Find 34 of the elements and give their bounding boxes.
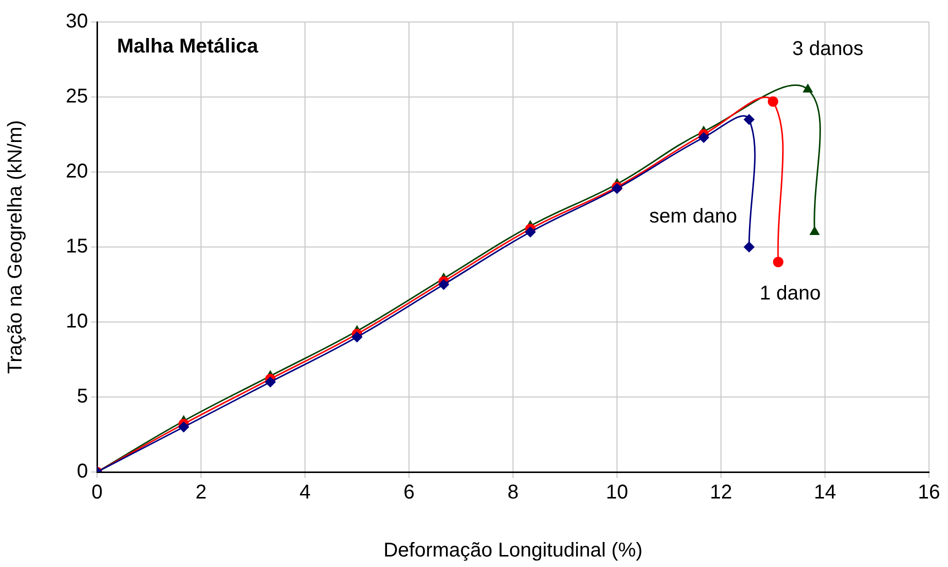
x-tick-label: 8 bbox=[507, 482, 519, 504]
y-tick-label: 20 bbox=[66, 160, 88, 183]
series-label: sem dano bbox=[649, 206, 738, 228]
x-tick-label: 6 bbox=[403, 482, 415, 504]
point bbox=[744, 114, 754, 125]
series-label: 1 dano bbox=[760, 282, 821, 305]
point bbox=[772, 256, 784, 268]
x-tick-label: 10 bbox=[606, 482, 628, 504]
point bbox=[178, 422, 189, 432]
series-label: 3 danos bbox=[792, 38, 864, 60]
point bbox=[525, 226, 536, 238]
y-axis-title: Tração na Geogrelha (kN/m) bbox=[4, 120, 27, 374]
y-tick-label: 5 bbox=[76, 386, 88, 408]
x-tick-label: 16 bbox=[918, 482, 940, 504]
x-tick-label: 4 bbox=[299, 482, 311, 504]
y-tick-label: 25 bbox=[66, 86, 88, 108]
point bbox=[744, 242, 754, 252]
x-tick-label: 2 bbox=[195, 482, 207, 504]
point bbox=[265, 376, 276, 388]
y-tick-label: 30 bbox=[66, 10, 88, 33]
y-tick-label: 15 bbox=[66, 236, 88, 258]
x-tick-label: 0 bbox=[91, 482, 103, 504]
point bbox=[352, 332, 362, 342]
y-tick-label: 10 bbox=[66, 310, 88, 333]
point bbox=[768, 96, 778, 107]
point bbox=[803, 84, 812, 92]
x-tick-label: 14 bbox=[814, 482, 836, 504]
x-axis-title: Deformação Longitudinal (%) bbox=[383, 540, 643, 562]
y-tick-label: 0 bbox=[76, 460, 88, 483]
text: Malha Metálica bbox=[117, 36, 260, 58]
point bbox=[810, 226, 820, 235]
point bbox=[698, 132, 709, 143]
point bbox=[438, 279, 449, 290]
x-tick-label: 12 bbox=[710, 482, 732, 504]
